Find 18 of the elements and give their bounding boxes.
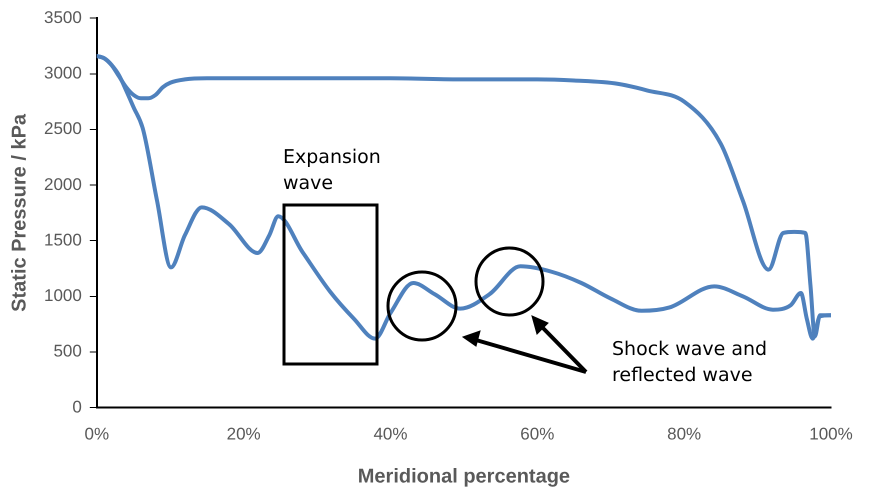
- annotation: Shock wave and reflected wave: [612, 337, 768, 388]
- y-tick-label: 2500: [44, 119, 82, 138]
- x-tick-label: 100%: [809, 424, 853, 444]
- y-tick-label: 1500: [44, 230, 82, 250]
- y-tick-label: 500: [53, 342, 82, 361]
- x-axis-title: Meridional percentage: [358, 466, 570, 488]
- y-tick-label: 3000: [44, 64, 82, 83]
- y-tick-label: 0: [72, 397, 82, 416]
- y-axis-title: Static Pressure / kPa: [8, 113, 31, 312]
- y-tick-label: 3500: [44, 8, 82, 27]
- annotation: Expansion wave: [283, 145, 382, 196]
- x-tick-label: 20%: [226, 424, 261, 444]
- x-tick-label: 40%: [373, 424, 408, 444]
- x-tick-label: 80%: [667, 424, 702, 444]
- y-tick-label: 1000: [44, 286, 82, 306]
- x-tick-label: 60%: [520, 424, 554, 444]
- x-tick-label: 0%: [84, 424, 110, 444]
- y-tick-label: 2000: [44, 174, 82, 194]
